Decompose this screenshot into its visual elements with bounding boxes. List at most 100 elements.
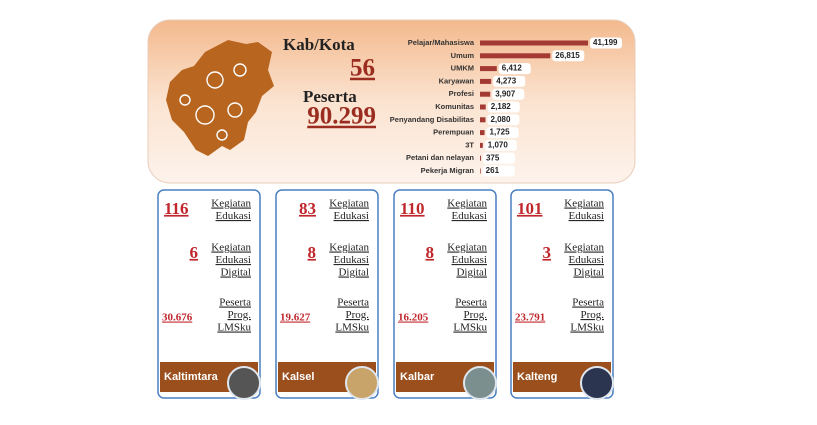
kab-label: Kab/Kota bbox=[283, 35, 355, 54]
stat-label: Peserta bbox=[572, 297, 604, 309]
stat-label: Peserta bbox=[455, 297, 487, 309]
category-label: Penyandang Disabilitas bbox=[390, 115, 474, 124]
region-icon bbox=[580, 366, 614, 400]
region-card bbox=[510, 189, 614, 399]
value-label-box bbox=[487, 101, 520, 113]
stat-label: Digital bbox=[338, 267, 369, 279]
stat-label: Edukasi bbox=[452, 210, 487, 222]
region-name: Kaltimtara bbox=[164, 371, 219, 383]
stat-value: 23.791 bbox=[515, 312, 545, 324]
stat-label: Prog. bbox=[227, 309, 251, 321]
bar bbox=[480, 130, 485, 136]
value-label: 3,907 bbox=[495, 89, 516, 98]
kab-value: 56 bbox=[350, 55, 375, 82]
stat-label: LMSku bbox=[217, 322, 251, 334]
region-card bbox=[157, 189, 261, 399]
stat-label: Kegiatan bbox=[329, 242, 369, 254]
stat-label: Edukasi bbox=[334, 254, 369, 266]
stat-label: Edukasi bbox=[216, 254, 251, 266]
bar bbox=[480, 78, 492, 84]
stat-label: Kegiatan bbox=[447, 198, 487, 210]
value-label-box bbox=[486, 127, 519, 139]
region-name: Kalbar bbox=[400, 371, 435, 383]
stat-label: Digital bbox=[573, 267, 604, 279]
value-label: 6,412 bbox=[502, 64, 523, 73]
region-icon bbox=[227, 366, 261, 400]
stat-value: 16.205 bbox=[398, 312, 429, 324]
value-label-box bbox=[492, 88, 525, 100]
stat-value: 116 bbox=[164, 199, 189, 218]
stat-label: Edukasi bbox=[569, 210, 604, 222]
stat-value: 3 bbox=[543, 243, 552, 262]
stat-label: Edukasi bbox=[452, 254, 487, 266]
category-label: UMKM bbox=[451, 64, 474, 73]
region-icon bbox=[345, 366, 379, 400]
value-label: 26,815 bbox=[555, 51, 580, 60]
value-label-box bbox=[487, 114, 520, 126]
value-label-box bbox=[493, 75, 526, 87]
stat-value: 30.676 bbox=[162, 312, 193, 324]
bar bbox=[480, 40, 588, 46]
category-label: Petani dan nelayan bbox=[406, 153, 474, 162]
region-card bbox=[275, 189, 379, 399]
stat-label: Edukasi bbox=[216, 210, 251, 222]
category-label: Umum bbox=[451, 51, 475, 60]
value-label-box bbox=[484, 139, 517, 151]
category-label: Profesi bbox=[449, 89, 474, 98]
category-label: Perempuan bbox=[433, 128, 474, 137]
stat-label: Kegiatan bbox=[564, 198, 604, 210]
region-name: Kalsel bbox=[282, 371, 314, 383]
bar bbox=[480, 91, 491, 97]
peserta-value: 90.299 bbox=[307, 103, 376, 130]
bar bbox=[480, 66, 497, 72]
stat-label: Kegiatan bbox=[211, 242, 251, 254]
stat-label: Peserta bbox=[219, 297, 251, 309]
category-label: 3T bbox=[465, 140, 474, 149]
value-label: 261 bbox=[486, 166, 500, 175]
stat-label: Prog. bbox=[580, 309, 604, 321]
bar bbox=[480, 117, 486, 123]
value-label: 1,725 bbox=[490, 128, 511, 137]
value-label: 2,182 bbox=[491, 102, 512, 111]
bar bbox=[480, 104, 486, 110]
stat-label: LMSku bbox=[570, 322, 604, 334]
stat-label: Edukasi bbox=[569, 254, 604, 266]
value-label: 1,070 bbox=[488, 141, 509, 150]
stat-label: Digital bbox=[220, 267, 251, 279]
bar bbox=[480, 168, 481, 174]
stat-value: 110 bbox=[400, 199, 425, 218]
region-name: Kalteng bbox=[517, 371, 557, 383]
value-label: 4,273 bbox=[496, 77, 517, 86]
region-icon bbox=[463, 366, 497, 400]
stat-value: 8 bbox=[308, 243, 317, 262]
bar bbox=[480, 53, 551, 59]
category-label: Karyawan bbox=[439, 76, 475, 85]
stat-value: 83 bbox=[299, 199, 316, 218]
value-label: 41,199 bbox=[593, 38, 618, 47]
value-label-box bbox=[482, 152, 515, 164]
value-label-box bbox=[590, 37, 622, 49]
bar bbox=[480, 142, 483, 148]
stat-label: Prog. bbox=[345, 309, 369, 321]
value-label-box bbox=[498, 63, 531, 75]
category-label: Pekerja Migran bbox=[421, 166, 475, 175]
stat-label: Edukasi bbox=[334, 210, 369, 222]
stat-label: LMSku bbox=[453, 322, 487, 334]
peserta-label: Peserta bbox=[303, 87, 357, 106]
value-label-box bbox=[482, 165, 515, 177]
category-label: Pelajar/Mahasiswa bbox=[408, 38, 475, 47]
value-label: 2,080 bbox=[490, 115, 511, 124]
category-label: Komunitas bbox=[435, 102, 474, 111]
map-ornament bbox=[179, 63, 247, 141]
stat-label: Kegiatan bbox=[211, 198, 251, 210]
borneo-map bbox=[166, 40, 274, 156]
stat-label: Prog. bbox=[463, 309, 487, 321]
stat-label: Peserta bbox=[337, 297, 369, 309]
stat-value: 8 bbox=[426, 243, 435, 262]
stat-label: Digital bbox=[456, 267, 487, 279]
stat-value: 19.627 bbox=[280, 312, 311, 324]
stat-value: 6 bbox=[190, 243, 199, 262]
bar bbox=[480, 155, 481, 161]
stat-label: Kegiatan bbox=[447, 242, 487, 254]
